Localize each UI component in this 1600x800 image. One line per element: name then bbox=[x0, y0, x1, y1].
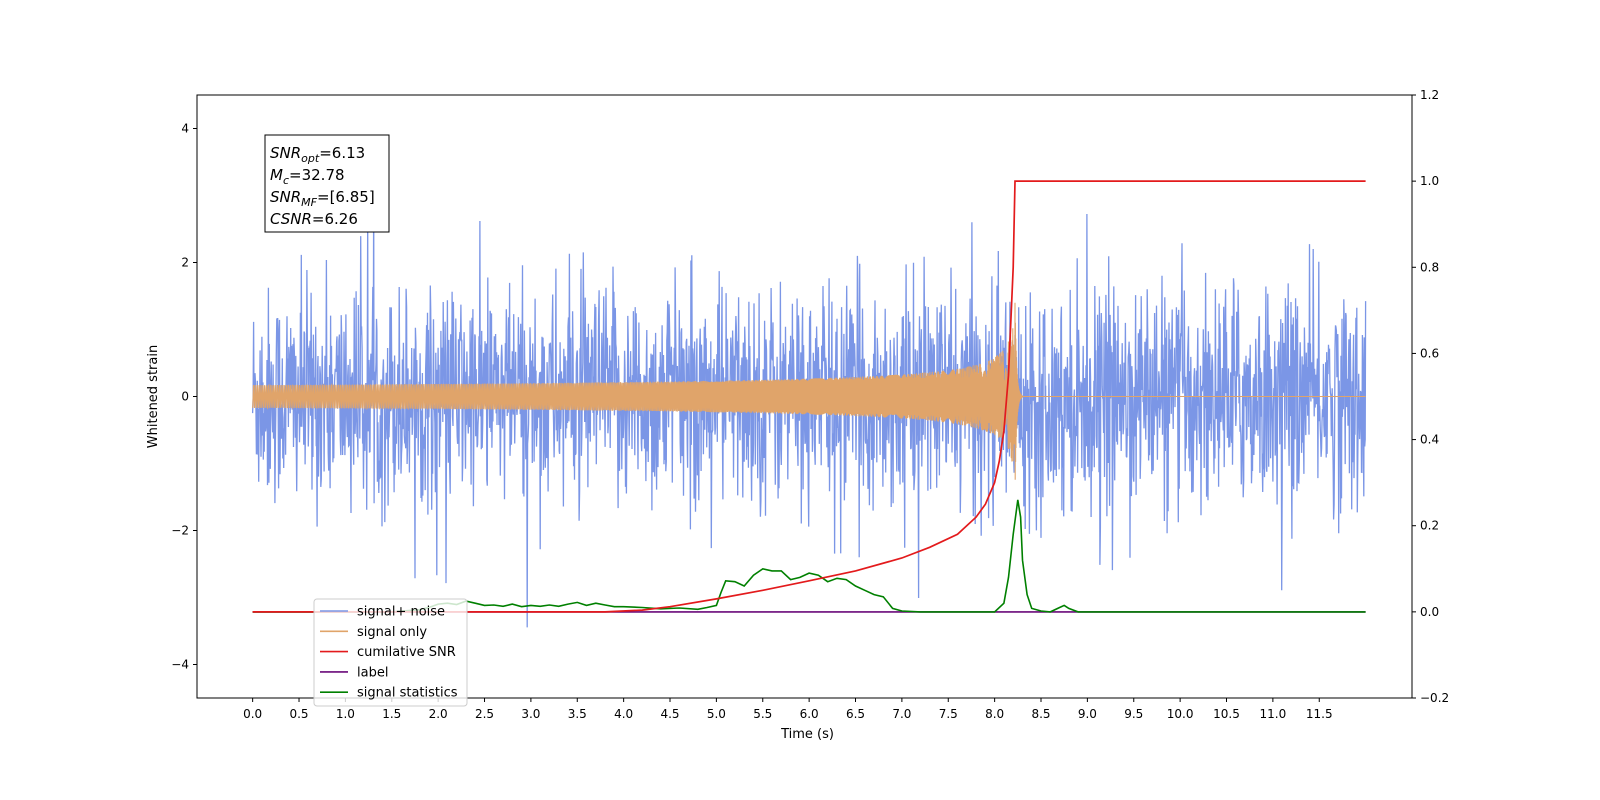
annotation-value: =[6.85] bbox=[317, 188, 375, 206]
annotation-line: SNRopt=6.13 bbox=[270, 144, 365, 165]
x-tick-label: 6.0 bbox=[800, 707, 819, 721]
y-right-tick-label: 0.0 bbox=[1420, 605, 1439, 619]
x-tick-label: 4.5 bbox=[660, 707, 679, 721]
annotation-symbol: SNR bbox=[270, 144, 301, 162]
y-right-tick-label: −0.2 bbox=[1420, 691, 1449, 705]
legend-entry: cumilative SNR bbox=[357, 645, 456, 660]
annotation-subscript: c bbox=[283, 174, 289, 187]
x-tick-label: 7.0 bbox=[892, 707, 911, 721]
annotation-value: =6.26 bbox=[312, 210, 358, 228]
legend-entry: signal statistics bbox=[357, 686, 458, 701]
x-tick-label: 1.0 bbox=[336, 707, 355, 721]
annotation-value: =6.13 bbox=[319, 144, 365, 162]
annotation-box bbox=[264, 134, 390, 233]
y-right-tick-label: 0.2 bbox=[1420, 519, 1439, 533]
x-tick-label: 0.0 bbox=[243, 707, 262, 721]
x-tick-label: 1.5 bbox=[382, 707, 401, 721]
y-left-tick-label: 2 bbox=[181, 256, 189, 270]
x-tick-label: 5.0 bbox=[707, 707, 726, 721]
x-tick-label: 2.5 bbox=[475, 707, 494, 721]
x-tick-label: 8.5 bbox=[1031, 707, 1050, 721]
annotation-symbol: M bbox=[270, 166, 283, 184]
y-left-tick-label: −4 bbox=[171, 658, 189, 672]
series-signal-statistics-line bbox=[252, 499, 1366, 613]
x-tick-label: 3.0 bbox=[521, 707, 540, 721]
y-right-tick-label: 0.6 bbox=[1420, 346, 1439, 360]
x-tick-label: 6.5 bbox=[846, 707, 865, 721]
y-right-tick-label: 0.4 bbox=[1420, 433, 1439, 447]
y-left-tick-label: 0 bbox=[181, 390, 189, 404]
y-left-tick-label: −2 bbox=[171, 524, 189, 538]
x-tick-label: 10.5 bbox=[1213, 707, 1240, 721]
y-right-tick-label: 1.2 bbox=[1420, 88, 1439, 102]
legend-entry: label bbox=[357, 665, 388, 680]
annotation-line: SNRMF=[6.85] bbox=[270, 188, 375, 209]
y-left-tick-label: 4 bbox=[181, 122, 189, 136]
legend-entry: signal+ noise bbox=[357, 605, 445, 620]
annotation-subscript: opt bbox=[301, 152, 320, 165]
annotation-line: CSNR=6.26 bbox=[270, 210, 358, 228]
x-tick-label: 10.0 bbox=[1167, 707, 1194, 721]
x-axis-label: Time (s) bbox=[780, 727, 834, 742]
annotation-subscript: MF bbox=[301, 196, 317, 209]
x-tick-label: 5.5 bbox=[753, 707, 772, 721]
x-tick-label: 0.5 bbox=[289, 707, 308, 721]
annotation-symbol: SNR bbox=[270, 188, 301, 206]
legend-box bbox=[313, 598, 468, 707]
x-tick-label: 4.0 bbox=[614, 707, 633, 721]
y-axis-label: Whitened strain bbox=[146, 345, 161, 448]
x-tick-label: 9.0 bbox=[1078, 707, 1097, 721]
annotation-symbol: CSNR bbox=[270, 210, 312, 228]
x-tick-label: 8.0 bbox=[985, 707, 1004, 721]
x-tick-label: 11.0 bbox=[1260, 707, 1287, 721]
x-tick-label: 11.5 bbox=[1306, 707, 1333, 721]
y-right-tick-label: 1.0 bbox=[1420, 174, 1439, 188]
annotation-line: Mc=32.78 bbox=[270, 166, 345, 187]
legend-entry: signal only bbox=[357, 625, 427, 640]
y-right-tick-label: 0.8 bbox=[1420, 260, 1439, 274]
annotation-value: =32.78 bbox=[289, 166, 345, 184]
x-tick-label: 2.0 bbox=[429, 707, 448, 721]
x-tick-label: 3.5 bbox=[568, 707, 587, 721]
x-tick-label: 9.5 bbox=[1124, 707, 1143, 721]
series-cumulative-snr-line bbox=[252, 180, 1366, 613]
x-tick-label: 7.5 bbox=[939, 707, 958, 721]
series-signal-only-line bbox=[252, 302, 1366, 480]
